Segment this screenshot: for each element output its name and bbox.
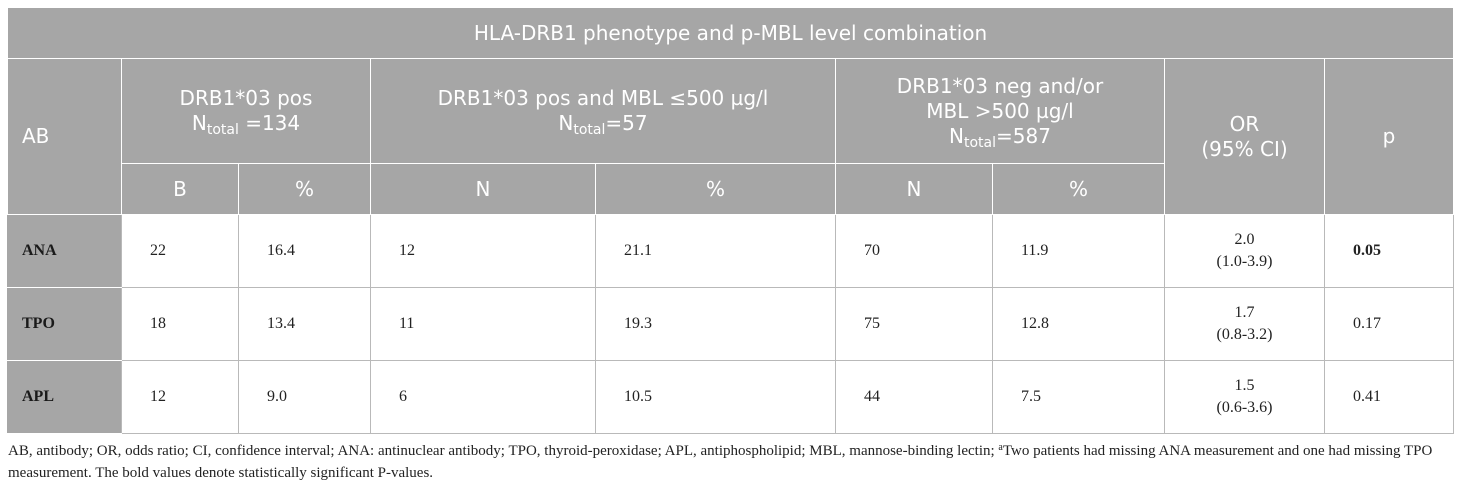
group-header-drb1-neg-or-high-mbl: DRB1*03 neg and/or MBL >500 µg/l Ntotal=… (835, 58, 1165, 164)
footnote-marker: a (998, 442, 1003, 453)
ab-column-header: AB (7, 58, 122, 215)
n-prefix: N (949, 123, 964, 148)
cell: 19.3 (595, 287, 836, 361)
group-label: DRB1*03 neg and/or (896, 73, 1104, 98)
cell: 21.1 (595, 214, 836, 288)
cell: 70 (835, 214, 993, 288)
cell: 10.5 (595, 360, 836, 434)
table-footnote: AB, antibody; OR, odds ratio; CI, confid… (8, 442, 1433, 482)
table-row: TPO 18 13.4 11 19.3 75 12.8 1.7 (0.8-3.2)… (7, 287, 1455, 361)
group-header-drb1-pos: DRB1*03 pos Ntotal =134 (121, 58, 371, 164)
row-label-tpo: TPO (7, 287, 122, 361)
row-label-ana: ANA (7, 214, 122, 288)
p-value-cell: 0.17 (1323, 287, 1455, 361)
n-total: =57 (605, 111, 648, 135)
n-total: =587 (996, 123, 1051, 148)
or-column-header: OR (95% CI) (1164, 58, 1325, 215)
n-prefix: N (558, 111, 574, 135)
subheader-n: N (370, 163, 596, 215)
n-prefix: N (191, 111, 207, 135)
p-value-cell: 0.41 (1323, 360, 1455, 434)
cell: 75 (835, 287, 993, 361)
subheader-b: B (121, 163, 239, 215)
group-header-drb1-pos-low-mbl: DRB1*03 pos and MBL ≤500 µg/l Ntotal=57 (370, 58, 836, 164)
or-cell: 1.7 (0.8-3.2) (1164, 287, 1325, 361)
cell: 11.9 (992, 214, 1165, 288)
cell: 16.4 (238, 214, 371, 288)
n-subscript: total (573, 122, 606, 138)
cell: 18 (121, 287, 239, 361)
cell: 12 (370, 214, 596, 288)
cell: 7.5 (992, 360, 1165, 434)
subheader-percent: % (238, 163, 371, 215)
table-row: APL 12 9.0 6 10.5 44 7.5 1.5 (0.6-3.6) 0.… (7, 360, 1455, 434)
subheader-percent: % (595, 163, 836, 215)
row-label-apl: APL (7, 360, 122, 434)
cell: 44 (835, 360, 993, 434)
cell: 12 (121, 360, 239, 434)
cell: 9.0 (238, 360, 371, 434)
group-label: DRB1*03 pos (179, 86, 313, 110)
table-row: ANA 22 16.4 12 21.1 70 11.9 2.0 (1.0-3.9)… (7, 214, 1455, 288)
table-container: HLA-DRB1 phenotype and p-MBL level combi… (6, 7, 1455, 484)
subheader-percent: % (992, 163, 1165, 215)
cell: 6 (370, 360, 596, 434)
table-title: HLA-DRB1 phenotype and p-MBL level combi… (6, 7, 1455, 59)
n-total: =134 (238, 111, 301, 135)
p-value-cell: 0.05 (1323, 214, 1455, 288)
cell: 12.8 (992, 287, 1165, 361)
p-column-header: p (1323, 58, 1455, 215)
results-table: HLA-DRB1 phenotype and p-MBL level combi… (6, 7, 1455, 434)
group-label-line2: MBL >500 µg/l (926, 98, 1074, 123)
or-cell: 2.0 (1.0-3.9) (1164, 214, 1325, 288)
cell: 11 (370, 287, 596, 361)
group-label: DRB1*03 pos and MBL ≤500 µg/l (437, 86, 769, 110)
cell: 22 (121, 214, 239, 288)
cell: 13.4 (238, 287, 371, 361)
n-subscript: total (206, 122, 239, 138)
subheader-n: N (835, 163, 993, 215)
or-cell: 1.5 (0.6-3.6) (1164, 360, 1325, 434)
n-subscript: total (964, 134, 997, 151)
